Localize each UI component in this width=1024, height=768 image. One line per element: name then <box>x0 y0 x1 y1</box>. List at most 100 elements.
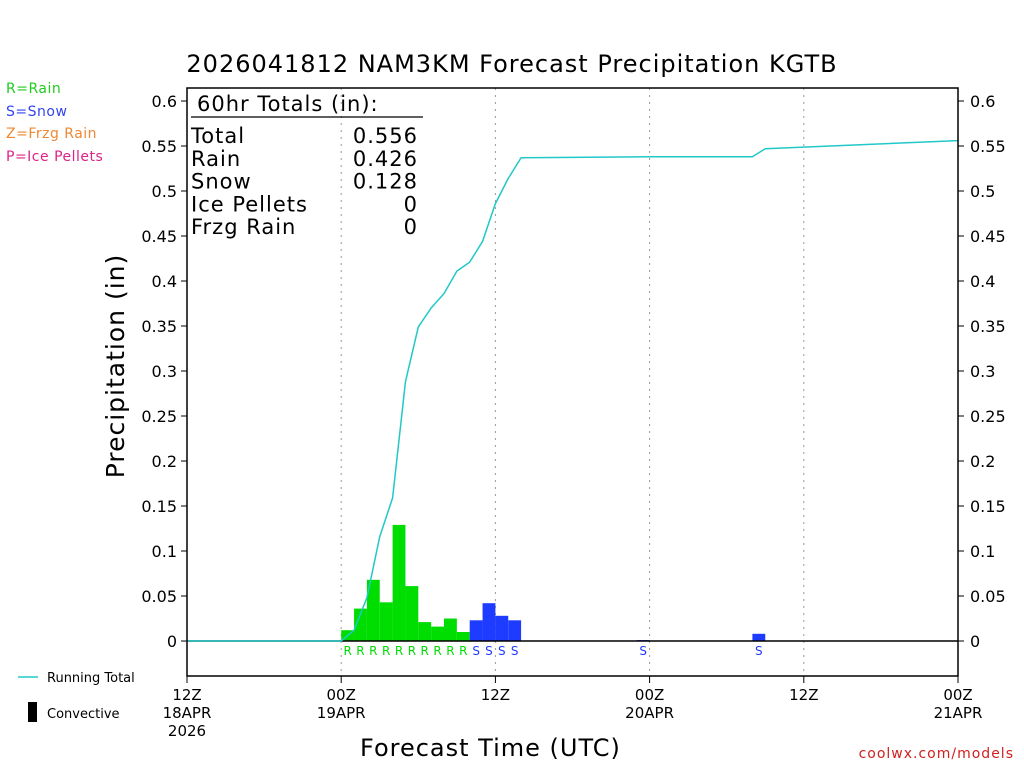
legend-frzg-rain: Z=Frzg Rain <box>6 126 98 142</box>
y-tick-label-right: 0.3 <box>970 362 995 381</box>
convective-swatch <box>28 702 37 722</box>
precip-bar <box>482 603 496 641</box>
precip-type-letter: R <box>433 644 441 658</box>
totals-row-value: 0.426 <box>353 147 418 171</box>
y-tick-label-left: 0.6 <box>152 92 177 111</box>
y-tick-label-right: 0 <box>970 632 980 651</box>
y-tick-label-left: 0.4 <box>152 272 177 291</box>
precip-bar <box>752 633 766 641</box>
precip-type-letter: R <box>408 644 416 658</box>
precip-bar <box>469 620 483 641</box>
precip-type-letter: S <box>511 644 519 658</box>
precip-type-letter: S <box>639 644 647 658</box>
precip-bar <box>405 586 419 641</box>
y-tick-label-left: 0.35 <box>141 317 177 336</box>
x-tick-label: 12Z <box>172 686 201 704</box>
y-axis-title: Precipitation (in) <box>101 254 130 479</box>
totals-row-value: 0.556 <box>353 124 418 148</box>
legend-rain: R=Rain <box>6 81 62 97</box>
x-tick-label: 00Z <box>635 686 664 704</box>
precip-type-letter: S <box>485 644 493 658</box>
x-tick-label: 20APR <box>625 704 674 722</box>
y-axis-label: Precipitation (in) <box>101 254 130 479</box>
y-tick-label-left: 0.2 <box>152 452 177 471</box>
precip-type-letter: R <box>459 644 467 658</box>
x-tick-label: 00Z <box>943 686 972 704</box>
y-tick-label-right: 0.35 <box>970 317 1006 336</box>
x-tick-label: 12Z <box>789 686 818 704</box>
precip-type-letter: R <box>369 644 377 658</box>
running-total-label: Running Total <box>47 671 135 686</box>
y-axis-ticks: 0 00.05 0.050.1 0.10.15 0.150.2 0.20.25 0.250.… <box>141 92 1005 651</box>
line-legend: Running Total Convective <box>18 671 135 722</box>
plot-frame <box>186 87 959 677</box>
precip-type-letter: R <box>356 644 364 658</box>
precip-type-letter: R <box>382 644 390 658</box>
y-tick-label-right: 0.25 <box>970 407 1006 426</box>
plot-border <box>186 87 959 677</box>
totals-row-value: 0.128 <box>353 170 418 194</box>
y-tick-label-right: 0.1 <box>970 542 995 561</box>
totals-row-label: Frzg Rain <box>191 215 296 239</box>
precip-bar <box>392 524 406 641</box>
totals-row-label: Ice Pellets <box>191 192 308 216</box>
y-tick-label-left: 0 <box>167 632 177 651</box>
legend-ice-pellets: P=Ice Pellets <box>6 149 104 165</box>
precip-bar <box>366 579 380 641</box>
convective-label: Convective <box>47 707 120 722</box>
legend-snow: S=Snow <box>6 104 68 120</box>
precip-bar <box>456 632 470 641</box>
x-tick-label: 19APR <box>317 704 366 722</box>
totals-header: 60hr Totals (in): <box>197 92 379 116</box>
precip-type-letter: S <box>755 644 763 658</box>
y-tick-label-left: 0.5 <box>152 182 177 201</box>
y-tick-label-left: 0.1 <box>152 542 177 561</box>
y-tick-label-right: 0.15 <box>970 497 1006 516</box>
y-tick-label-left: 0.3 <box>152 362 177 381</box>
y-tick-label-left: 0.25 <box>141 407 177 426</box>
totals-box: 60hr Totals (in): Total 0.556 Rain 0.426 Snow… <box>190 92 423 239</box>
x-tick-label: 2026 <box>168 722 206 740</box>
precip-bar <box>379 602 393 641</box>
chart-title: 2026041812 NAM3KM Forecast Precipitation… <box>186 50 838 78</box>
y-tick-label-right: 0.5 <box>970 182 995 201</box>
vertical-gridlines <box>340 88 805 676</box>
precip-type-letter: S <box>498 644 506 658</box>
watermark: coolwx.com/models <box>858 746 1014 762</box>
precip-bar <box>495 615 509 641</box>
precip-bar <box>508 620 522 641</box>
precip-type-letter: R <box>395 644 403 658</box>
running-total-group <box>187 139 959 642</box>
precip-bar <box>418 622 432 641</box>
y-tick-label-right: 0.05 <box>970 587 1006 606</box>
y-tick-label-right: 0.6 <box>970 92 995 111</box>
y-tick-label-right: 0.4 <box>970 272 995 291</box>
precip-bar <box>431 626 444 641</box>
precip-type-letter: S <box>472 644 480 658</box>
totals-row-value: 0 <box>404 192 418 216</box>
x-tick-label: 18APR <box>163 704 212 722</box>
running-total-line <box>187 139 959 642</box>
x-tick-label: 00Z <box>327 686 356 704</box>
y-tick-label-right: 0.45 <box>970 227 1006 246</box>
precip-bar <box>354 608 367 641</box>
precip-type-letter: R <box>421 644 429 658</box>
y-tick-label-left: 0.05 <box>141 587 177 606</box>
precip-bar <box>444 618 457 641</box>
y-tick-label-left: 0.55 <box>141 137 177 156</box>
y-tick-label-left: 0.15 <box>141 497 177 516</box>
y-tick-label-left: 0.45 <box>141 227 177 246</box>
precip-bars <box>341 524 766 641</box>
precip-type-letter: R <box>343 644 351 658</box>
x-tick-label: 21APR <box>934 704 983 722</box>
y-tick-label-right: 0.55 <box>970 137 1006 156</box>
y-tick-label-right: 0.2 <box>970 452 995 471</box>
totals-row-label: Snow <box>191 170 252 194</box>
x-tick-label: 12Z <box>481 686 510 704</box>
totals-row-label: Total <box>190 124 245 148</box>
totals-row-value: 0 <box>404 215 418 239</box>
x-axis-label: Forecast Time (UTC) <box>360 734 621 762</box>
precip-type-letter: R <box>446 644 454 658</box>
